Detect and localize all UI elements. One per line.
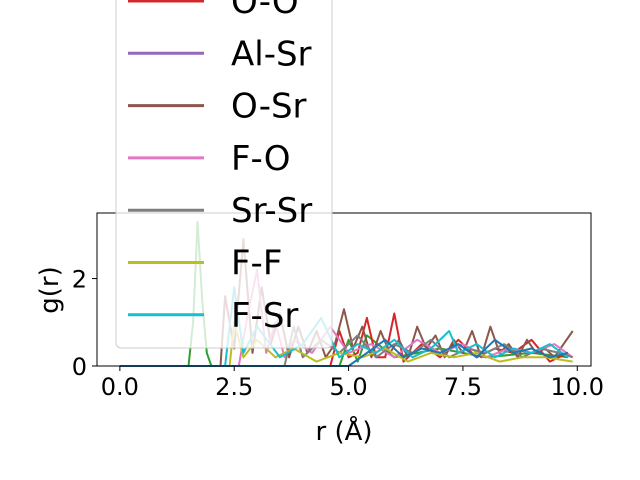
legend-label: O-O — [231, 0, 299, 22]
legend-entry: Al-Sr — [128, 34, 312, 74]
y-axis-label: g(r) — [35, 266, 65, 313]
legend-entries: O-O Al-Sr O-Sr F-O Sr-Sr F-F F-Sr — [128, 0, 312, 336]
x-axis: 0.0 2.5 5.0 7.5 10.0 — [101, 366, 604, 401]
x-axis-label: r (Å) — [315, 415, 372, 447]
legend-label: Sr-Sr — [231, 191, 312, 231]
legend-label: Al-Sr — [231, 34, 312, 74]
x-tick-label: 7.5 — [444, 373, 482, 401]
y-tick-label: 0 — [72, 353, 87, 381]
legend: O-O Al-Sr O-Sr F-O Sr-Sr F-F F-Sr — [115, 0, 333, 349]
legend-box — [115, 0, 333, 349]
y-axis: 02 — [72, 266, 97, 381]
legend-label: O-Sr — [231, 87, 307, 127]
legend-label: F-F — [231, 244, 282, 284]
x-tick-label: 0.0 — [101, 373, 139, 401]
legend-label: F-Sr — [231, 296, 298, 336]
x-tick-label: 10.0 — [551, 373, 604, 401]
legend-entry: F-O — [128, 139, 291, 179]
y-tick-label: 2 — [72, 266, 87, 294]
legend-label: F-O — [231, 139, 291, 179]
series-line-7 — [119, 338, 569, 367]
legend-entry: Sr-Sr — [128, 191, 312, 231]
x-tick-label: 5.0 — [329, 373, 367, 401]
legend-entry: O-O — [128, 0, 299, 22]
plot-frame — [96, 212, 592, 367]
legend-entry: F-F — [128, 244, 282, 284]
x-tick-label: 2.5 — [215, 373, 253, 401]
legend-entry: F-Sr — [128, 296, 298, 336]
legend-entry: O-Sr — [128, 87, 307, 127]
